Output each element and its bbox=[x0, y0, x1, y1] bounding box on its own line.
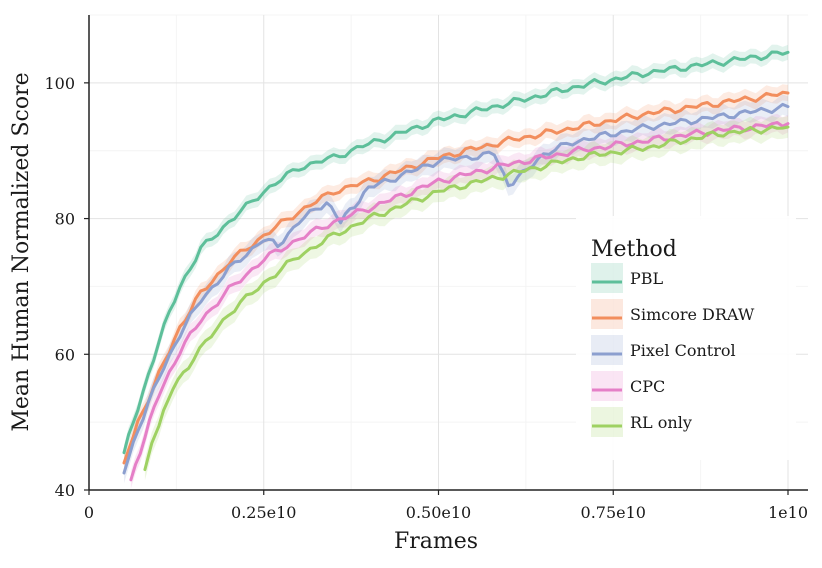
x-tick-label: 0.25e10 bbox=[231, 503, 296, 522]
series-line-simcore-draw bbox=[122, 90, 790, 465]
y-tick-label: 80 bbox=[55, 210, 75, 229]
legend-swatch-bg bbox=[591, 299, 623, 329]
series-line-pbl bbox=[122, 50, 790, 455]
tick-labels: 40 60 80 100 0 0.25e10 0.50e10 0.75e10 1e10 bbox=[44, 74, 808, 522]
x-tick-label: 0.50e10 bbox=[406, 503, 471, 522]
x-tick-label: 0 bbox=[84, 503, 94, 522]
legend-swatch-bg bbox=[591, 371, 623, 401]
legend-label: Pixel Control bbox=[630, 341, 736, 360]
x-axis-title: Frames bbox=[394, 529, 478, 554]
legend-label: PBL bbox=[630, 269, 664, 288]
legend-swatch-bg bbox=[591, 263, 623, 293]
y-tick-label: 40 bbox=[55, 481, 75, 500]
series-band-simcore-draw bbox=[124, 84, 788, 471]
legend-label: RL only bbox=[630, 413, 692, 432]
series-line-rl-only bbox=[143, 125, 790, 472]
legend-background bbox=[576, 216, 796, 460]
x-tick-label: 1e10 bbox=[768, 503, 808, 522]
legend-title: Method bbox=[591, 237, 677, 262]
legend: Method PBL Simcore DRAW Pixel Control CPC RL… bbox=[576, 216, 796, 460]
y-tick-label: 100 bbox=[44, 74, 75, 93]
legend-swatch-bg bbox=[591, 335, 623, 365]
y-tick-label: 60 bbox=[55, 345, 75, 364]
legend-swatch-bg bbox=[591, 407, 623, 437]
x-tick-label: 0.75e10 bbox=[581, 503, 646, 522]
series-line-cpc bbox=[129, 121, 790, 482]
axes bbox=[88, 15, 808, 491]
legend-label: Simcore DRAW bbox=[630, 305, 755, 324]
legend-label: CPC bbox=[630, 377, 665, 396]
series-lines bbox=[122, 50, 790, 482]
series-line-pixel-control bbox=[122, 102, 790, 475]
y-axis-title: Mean Human Normalized Score bbox=[9, 72, 34, 431]
